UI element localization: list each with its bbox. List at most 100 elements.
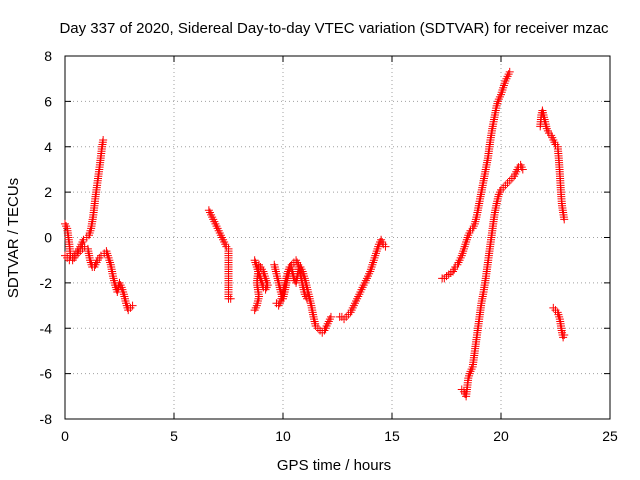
data-point: [263, 281, 272, 290]
data-point: [120, 294, 129, 303]
data-point: [497, 88, 506, 97]
data-point: [494, 95, 503, 104]
data-point: [503, 179, 512, 188]
y-tick-label: 2: [44, 184, 52, 200]
data-point: [78, 238, 87, 247]
data-point: [372, 247, 381, 256]
y-tick-label: 0: [44, 230, 52, 246]
data-point: [555, 312, 564, 321]
data-point: [549, 303, 558, 312]
data-point: [493, 197, 502, 206]
x-axis-label: GPS time / hours: [277, 457, 391, 474]
data-point: [366, 267, 375, 276]
data-point: [217, 233, 226, 242]
data-point: [273, 272, 282, 281]
data-point: [262, 276, 271, 285]
data-point: [292, 256, 301, 265]
data-point: [348, 303, 357, 312]
data-point: [357, 285, 366, 294]
data-point: [119, 290, 128, 299]
data-point: [215, 228, 224, 237]
data-point: [105, 256, 114, 265]
data-point: [322, 321, 331, 330]
data-point: [271, 267, 280, 276]
data-point: [251, 258, 260, 267]
data-point: [323, 319, 332, 328]
data-point: [353, 294, 362, 303]
data-point: [369, 256, 378, 265]
data-point: [310, 315, 319, 324]
data-point: [440, 274, 449, 283]
data-point: [219, 235, 228, 244]
data-point: [211, 219, 220, 228]
data-point: [342, 312, 351, 321]
data-point: [492, 199, 501, 208]
data-point: [212, 222, 221, 231]
data-point: [273, 274, 282, 283]
data-point: [560, 331, 569, 340]
data-point: [340, 315, 349, 324]
data-point: [497, 185, 505, 194]
data-point: [251, 303, 260, 312]
data-point: [541, 120, 550, 129]
y-tick-label: 4: [44, 139, 52, 155]
data-point: [510, 172, 519, 181]
data-point: [309, 312, 318, 321]
data-point: [121, 297, 130, 306]
data-point: [470, 219, 479, 228]
data-point: [463, 233, 472, 242]
data-point: [493, 99, 502, 108]
data-point: [99, 135, 108, 144]
data-point: [205, 208, 214, 217]
data-point: [358, 283, 367, 292]
data-point: [374, 242, 383, 251]
y-tick-label: 6: [44, 93, 52, 109]
data-point: [472, 213, 481, 222]
data-point: [108, 272, 117, 281]
data-point: [109, 274, 118, 283]
data-point: [86, 226, 95, 235]
data-point: [106, 258, 115, 267]
data-point: [103, 251, 112, 260]
x-tick-label: 25: [602, 428, 618, 444]
data-point: [542, 122, 551, 131]
data-point: [381, 242, 390, 251]
data-point: [120, 292, 129, 301]
data-point: [255, 292, 264, 301]
y-axis-label: SDTVAR / TECUs: [5, 178, 22, 298]
data-point: [456, 253, 465, 262]
data-point: [501, 76, 510, 85]
data-point: [461, 240, 470, 249]
data-point: [115, 278, 124, 287]
data-point: [280, 281, 289, 290]
data-point: [272, 269, 281, 278]
data-point: [502, 74, 511, 83]
data-point: [559, 333, 568, 342]
data-point: [122, 299, 131, 308]
data-point: [497, 90, 505, 99]
data-point: [499, 83, 508, 92]
data-point: [74, 249, 83, 258]
data-point: [361, 276, 370, 285]
data-point: [518, 165, 527, 174]
data-point: [364, 272, 373, 281]
data-point: [359, 281, 368, 290]
data-point: [208, 213, 217, 222]
data-point: [261, 274, 270, 283]
data-point: [542, 124, 551, 133]
axis-ticks: [64, 55, 611, 420]
data-point: [538, 106, 547, 115]
data-point: [104, 253, 113, 262]
data-point: [250, 306, 259, 315]
data-point: [549, 135, 558, 144]
data-point: [250, 256, 259, 265]
data-point: [320, 326, 329, 335]
y-tick-label: -4: [40, 320, 53, 336]
x-tick-label: 5: [170, 428, 178, 444]
data-point: [306, 299, 315, 308]
data-point: [352, 297, 361, 306]
x-tick-label: 15: [384, 428, 400, 444]
data-point: [365, 269, 374, 278]
y-tick-labels: -8 -6 -4 -2 0 2 4 6 8: [40, 48, 53, 427]
